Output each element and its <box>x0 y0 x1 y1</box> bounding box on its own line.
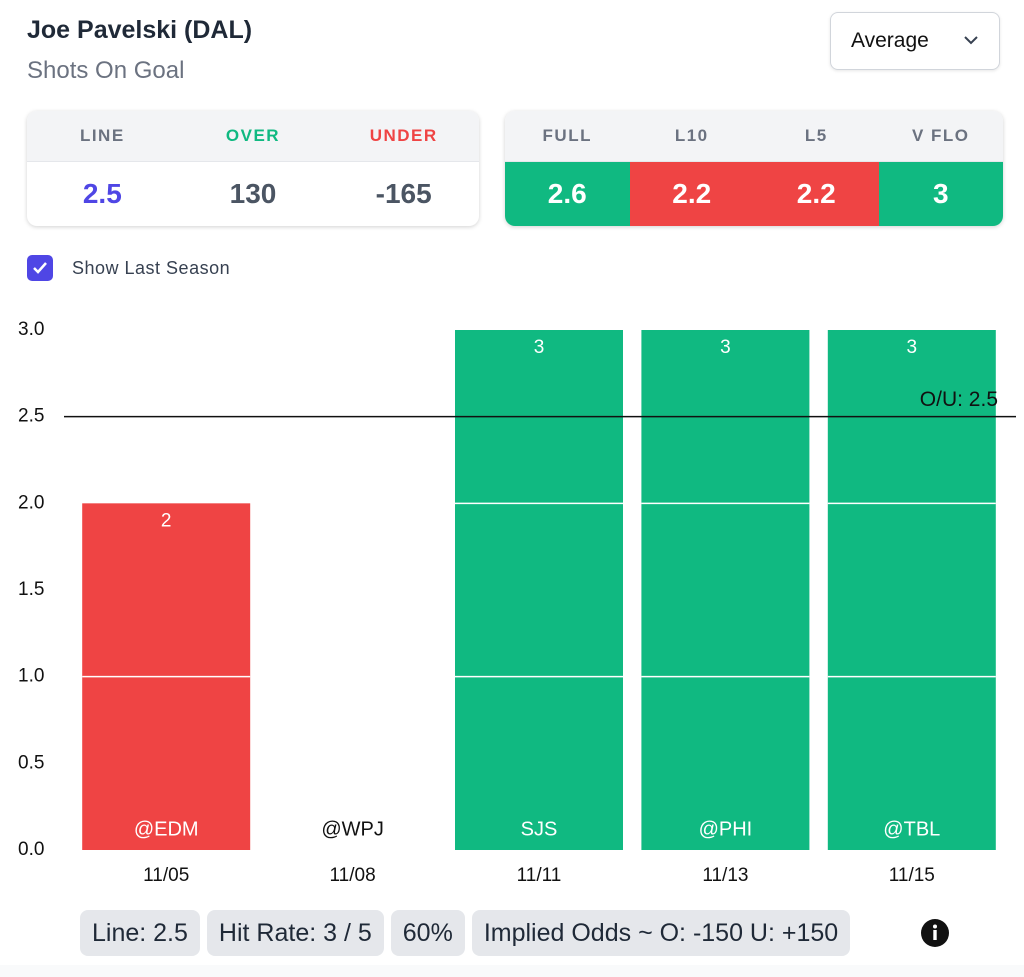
stat-header: FULL <box>505 111 630 161</box>
opponent-label: @EDM <box>134 818 199 840</box>
stat-header: L10 <box>629 111 754 161</box>
opponent-label: @WPJ <box>321 818 384 840</box>
value-label: 2 <box>161 510 172 531</box>
opponent-label: SJS <box>521 818 558 840</box>
stat-value: 2.2 <box>754 161 879 226</box>
y-tick-label: 3.0 <box>18 319 44 340</box>
ou-label: O/U: 2.5 <box>920 388 998 411</box>
chart: 0.0 0.5 1.0 1.5 2.0 2.5 3.0 2 @EDM 11/05 @WPJ 11/08… <box>18 319 1016 886</box>
info-icon[interactable] <box>919 917 951 949</box>
footer-pill: Implied Odds ~ O: -150 U: +150 <box>471 910 851 956</box>
line-value: 130 <box>177 161 329 226</box>
chevron-icon <box>964 36 978 45</box>
footer-pill: Line: 2.5 <box>80 910 200 956</box>
stat-value: 3 <box>878 161 1003 226</box>
line-header: UNDER <box>328 111 479 161</box>
bar <box>455 330 623 850</box>
y-tick-label: 1.5 <box>18 579 44 600</box>
line-card: LINE OVER UNDER 2.5 130 -165 <box>27 111 479 226</box>
stats-card: FULL L10 L5 V FLO 2.6 2.2 2.2 3 <box>505 111 1003 226</box>
dropdown-label: Average <box>851 29 929 52</box>
footer: Line: 2.5 Hit Rate: 3 / 5 60% Implied Odds … <box>80 910 851 956</box>
x-tick-label: 11/15 <box>889 865 935 886</box>
value-label: 3 <box>720 337 731 358</box>
footer-pill: 60% <box>390 910 465 956</box>
y-tick-label: 0.5 <box>18 752 44 773</box>
bottom-strip <box>0 965 1024 977</box>
line-header: LINE <box>27 111 178 161</box>
stat-value: 2.6 <box>505 161 630 226</box>
x-tick-label: 11/13 <box>702 865 748 886</box>
opponent-label: @TBL <box>883 818 940 840</box>
checkbox-row[interactable]: Show Last Season <box>27 255 230 281</box>
stat-subtitle: Shots On Goal <box>27 57 185 84</box>
value-label: 3 <box>534 337 545 358</box>
dropdown[interactable]: Average <box>830 12 1000 70</box>
y-tick-label: 2.0 <box>18 492 44 513</box>
stat-header: V FLO <box>878 111 1003 161</box>
checkbox[interactable] <box>27 255 53 281</box>
value-label: 3 <box>907 337 918 358</box>
line-value: 2.5 <box>27 161 178 226</box>
footer-pill: Hit Rate: 3 / 5 <box>206 910 384 956</box>
y-tick-label: 1.0 <box>18 666 44 687</box>
checkbox-label: Show Last Season <box>72 257 231 278</box>
stat-value: 2.2 <box>629 161 754 226</box>
stat-header: L5 <box>754 111 879 161</box>
bar <box>641 330 810 850</box>
line-header: OVER <box>177 111 329 161</box>
y-tick-label: 2.5 <box>18 406 44 427</box>
x-tick-label: 11/08 <box>330 865 376 886</box>
x-tick-label: 11/11 <box>517 865 562 886</box>
opponent-label: @PHI <box>699 818 753 840</box>
x-tick-label: 11/05 <box>143 865 189 886</box>
line-value: -165 <box>328 161 479 226</box>
check-icon <box>33 262 47 274</box>
y-tick-label: 0.0 <box>18 839 44 860</box>
player-title: Joe Pavelski (DAL) <box>27 16 253 44</box>
